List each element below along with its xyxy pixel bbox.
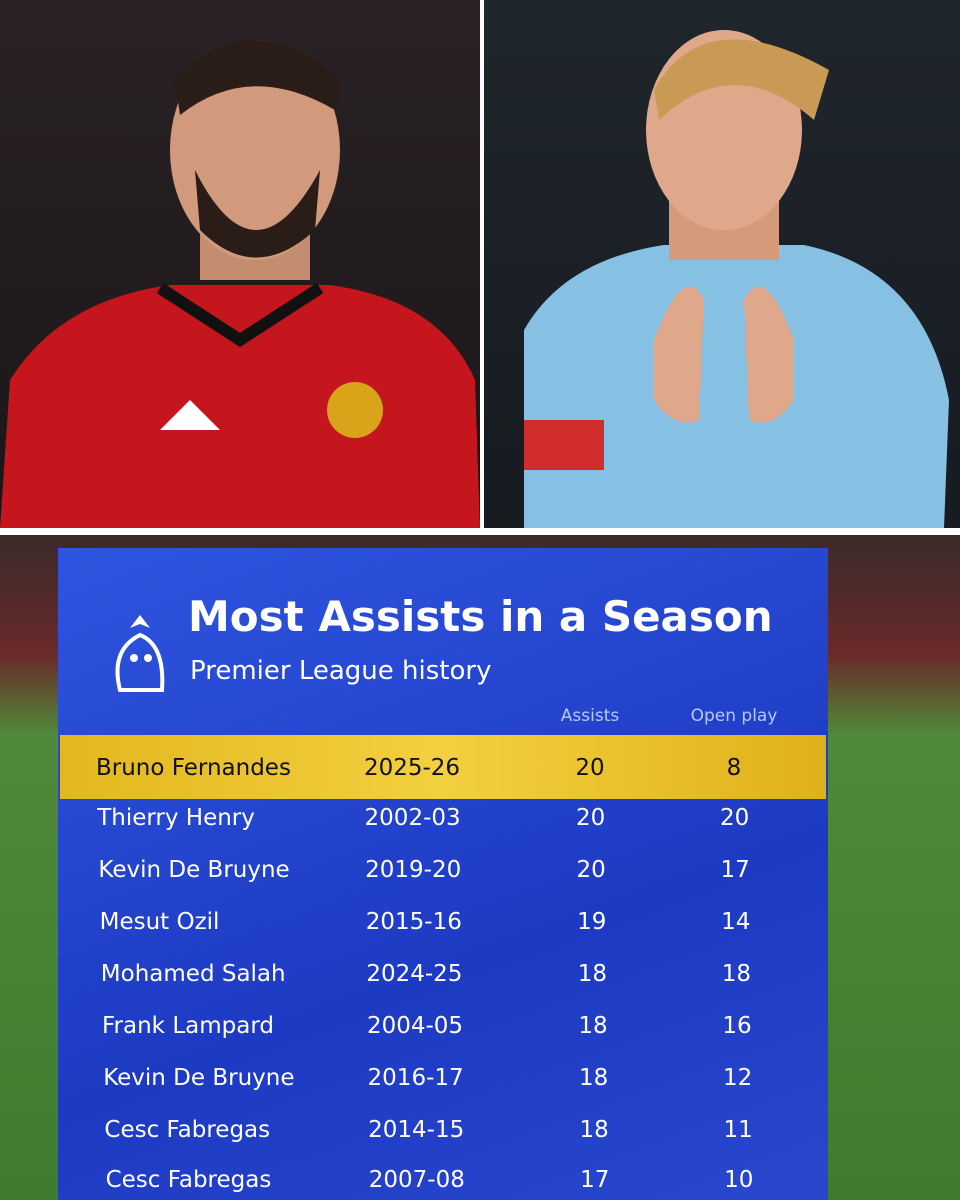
open-play: 18 xyxy=(721,961,752,987)
player-name: Thierry Henry xyxy=(97,805,255,831)
player-name: Frank Lampard xyxy=(102,1013,274,1039)
open-play: 12 xyxy=(722,1065,753,1091)
assists: 19 xyxy=(577,909,607,935)
column-header: Open play xyxy=(690,706,778,726)
open-play: 8 xyxy=(726,755,742,781)
open-play: 20 xyxy=(719,805,750,831)
season: 2014-15 xyxy=(368,1117,465,1143)
title: Most Assists in a Season xyxy=(188,592,773,641)
photo-art xyxy=(524,30,949,528)
player-name: Mesut Ozil xyxy=(99,909,220,935)
assists: 20 xyxy=(575,755,605,781)
assists: 20 xyxy=(576,857,606,883)
player-name: Kevin De Bruyne xyxy=(103,1065,295,1091)
highlight-bar xyxy=(60,735,826,799)
open-play: 14 xyxy=(721,909,751,935)
scoreboard: Most Assists in a Season Premier League … xyxy=(58,548,828,1200)
player-photo-left xyxy=(0,0,480,528)
season: 2016-17 xyxy=(367,1065,464,1091)
photo-art xyxy=(0,40,480,528)
open-play: 10 xyxy=(724,1167,754,1193)
column-header: Assists xyxy=(560,706,620,726)
subtitle: Premier League history xyxy=(190,656,492,686)
season: 2024-25 xyxy=(366,961,463,987)
assists: 18 xyxy=(579,1117,609,1143)
assists: 20 xyxy=(575,805,606,831)
assists: 18 xyxy=(578,1065,609,1091)
player-name: Cesc Fabregas xyxy=(104,1117,271,1143)
season: 2025-26 xyxy=(363,755,461,781)
open-play: 16 xyxy=(722,1013,752,1039)
player-name: Kevin De Bruyne xyxy=(98,857,290,883)
season: 2007-08 xyxy=(368,1167,465,1193)
league-logo xyxy=(115,615,165,692)
season: 2002-03 xyxy=(364,805,461,831)
player-name: Mohamed Salah xyxy=(100,961,286,987)
player-name: Cesc Fabregas xyxy=(105,1167,272,1193)
assists: 18 xyxy=(578,1013,608,1039)
assists: 18 xyxy=(577,961,608,987)
season: 2019-20 xyxy=(365,857,462,883)
player-photo-right xyxy=(484,0,960,528)
season: 2004-05 xyxy=(366,1013,464,1039)
player-name: Bruno Fernandes xyxy=(96,755,291,781)
open-play: 11 xyxy=(723,1117,753,1143)
open-play: 17 xyxy=(720,857,750,883)
season: 2015-16 xyxy=(365,909,462,935)
assists: 17 xyxy=(580,1167,610,1193)
